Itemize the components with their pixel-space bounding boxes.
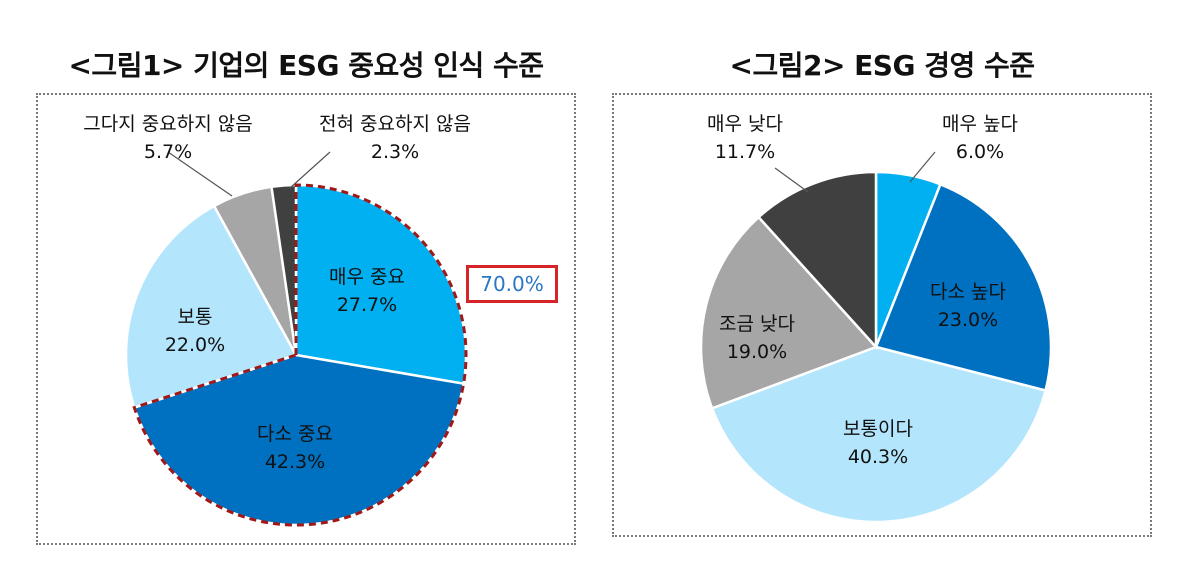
chart-1-slice-name-4: 전혀 중요하지 않음 bbox=[319, 113, 471, 135]
chart-2-title: <그림2> ESG 경영 수준 bbox=[729, 49, 1036, 82]
chart-1-slice-value-3: 5.7% bbox=[144, 141, 192, 163]
chart-1-slice-value-4: 2.3% bbox=[371, 141, 419, 163]
chart-1-slice-name-3: 그다지 중요하지 않음 bbox=[83, 113, 252, 135]
chart-2-leader-line-4 bbox=[774, 167, 809, 193]
chart-1-leader-line-4 bbox=[289, 151, 331, 189]
chart-2-slice-1 bbox=[874, 182, 1053, 393]
chart-2-slice-3 bbox=[699, 215, 879, 410]
chart-1-slice-name-0: 매우 중요 bbox=[329, 266, 405, 288]
chart-1-slice-2 bbox=[124, 204, 298, 410]
chart-2-slice-value-0: 6.0% bbox=[956, 141, 1004, 163]
chart-1-slice-value-2: 22.0% bbox=[165, 334, 225, 356]
chart-2-slice-name-1: 다소 높다 bbox=[930, 281, 1006, 303]
chart-1-slice-value-1: 42.3% bbox=[265, 451, 325, 473]
chart-2-slice-value-4: 11.7% bbox=[715, 141, 775, 163]
chart-1-slice-name-2: 보통 bbox=[178, 306, 213, 328]
chart-2-slice-value-1: 23.0% bbox=[938, 309, 998, 331]
chart-2-slice-name-4: 매우 낮다 bbox=[707, 113, 783, 135]
chart-2-slice-name-3: 조금 낮다 bbox=[719, 313, 795, 335]
chart-2-slice-name-2: 보통이다 bbox=[843, 418, 913, 440]
combined-share-callout: 70.0% bbox=[466, 265, 558, 303]
chart-1-slice-value-0: 27.7% bbox=[337, 294, 397, 316]
chart-2-slice-value-3: 19.0% bbox=[727, 341, 787, 363]
chart-2-leader-line-0 bbox=[909, 151, 936, 183]
chart-2-slice-4 bbox=[756, 170, 878, 351]
chart-1-slice-name-1: 다소 중요 bbox=[257, 423, 333, 445]
chart-2-slice-name-0: 매우 높다 bbox=[942, 113, 1018, 135]
chart-2-pie: 매우 높다 6.0% 다소 높다 23.0% 보통이다 40.3% 조금 낮다 19.0% 매우… bbox=[699, 113, 1053, 524]
chart-1-frame bbox=[36, 93, 576, 545]
combined-slices-outline bbox=[132, 183, 468, 527]
chart-2-slice-2 bbox=[710, 345, 1048, 524]
chart-2-frame bbox=[612, 93, 1152, 537]
chart-2-slice-value-2: 40.3% bbox=[848, 446, 908, 468]
chart-1-title: <그림1> 기업의 ESG 중요성 인식 수준 bbox=[68, 49, 544, 82]
chart-1-leader-line-3 bbox=[167, 151, 233, 197]
chart-1-pie: 매우 중요 27.7% 다소 중요 42.3% 보통 22.0% 그다지 중요하지 않음 5.… bbox=[83, 113, 471, 527]
